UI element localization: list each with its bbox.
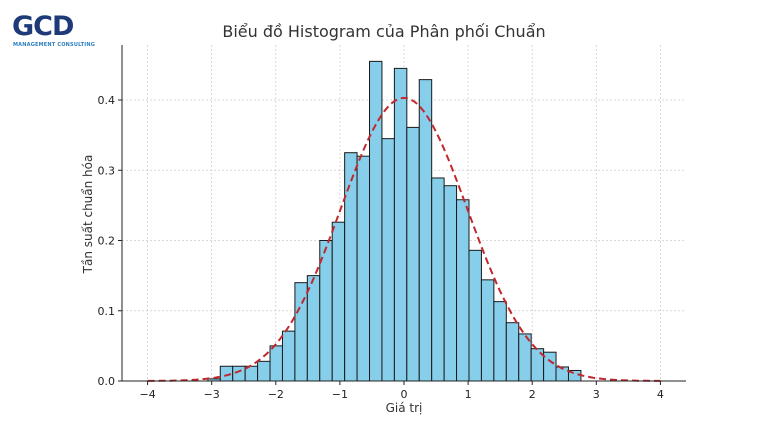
grid-lines bbox=[122, 45, 686, 382]
histogram-bar bbox=[306, 275, 321, 382]
histogram-bar bbox=[269, 345, 283, 382]
histogram-bar bbox=[381, 138, 395, 382]
x-tick-label: 1 bbox=[465, 388, 472, 401]
histogram-bar bbox=[493, 301, 507, 382]
y-tick-label: 0.2 bbox=[98, 235, 116, 248]
x-tick-label: 0 bbox=[401, 388, 408, 401]
y-tick-label: 0.3 bbox=[98, 164, 116, 177]
x-axis-label: Giá trị bbox=[386, 401, 423, 415]
histogram-bar bbox=[344, 152, 358, 382]
x-tick-label: −1 bbox=[332, 388, 348, 401]
y-tick-label: 0.0 bbox=[98, 375, 116, 388]
normal-pdf-curve bbox=[147, 96, 661, 382]
histogram-bar bbox=[431, 177, 445, 382]
histogram-bar bbox=[356, 155, 371, 382]
x-tick-label: 2 bbox=[529, 388, 536, 401]
histogram-bar bbox=[480, 279, 495, 382]
x-axis-ticks: −4 −3 −2 −1 0 1 2 3 4 bbox=[139, 381, 664, 401]
histogram-bar bbox=[543, 351, 557, 382]
x-tick-label: 3 bbox=[593, 388, 600, 401]
y-tick-label: 0.1 bbox=[98, 305, 116, 318]
histogram-bar bbox=[281, 330, 296, 382]
histogram-bar bbox=[406, 126, 420, 382]
x-tick-label: −3 bbox=[204, 388, 220, 401]
company-logo: GCD MANAGEMENT CONSULTING bbox=[12, 11, 96, 52]
x-tick-label: −4 bbox=[139, 388, 155, 401]
histogram-bar bbox=[331, 221, 346, 382]
histogram-bars bbox=[207, 60, 582, 382]
histogram-bar bbox=[443, 185, 458, 382]
histogram-bar bbox=[468, 249, 482, 382]
histogram-bar bbox=[456, 199, 470, 382]
histogram-bar bbox=[369, 60, 383, 382]
logo-wordmark: GCD bbox=[12, 11, 74, 42]
y-axis-label: Tần suất chuẩn hóa bbox=[81, 155, 95, 275]
histogram-bar bbox=[232, 365, 246, 382]
histogram-bar bbox=[505, 322, 520, 382]
histogram-bar bbox=[418, 79, 433, 382]
y-tick-label: 0.4 bbox=[98, 94, 116, 107]
histogram-bar bbox=[257, 360, 271, 382]
chart-title: Biểu đồ Histogram của Phân phối Chuẩn bbox=[222, 22, 546, 41]
x-tick-label: 4 bbox=[657, 388, 664, 401]
y-axis-ticks: 0.0 0.1 0.2 0.3 0.4 bbox=[98, 94, 122, 388]
histogram-bar bbox=[294, 282, 308, 382]
histogram-bar bbox=[393, 67, 408, 382]
x-tick-label: −2 bbox=[268, 388, 284, 401]
logo-tagline: MANAGEMENT CONSULTING bbox=[13, 42, 96, 48]
